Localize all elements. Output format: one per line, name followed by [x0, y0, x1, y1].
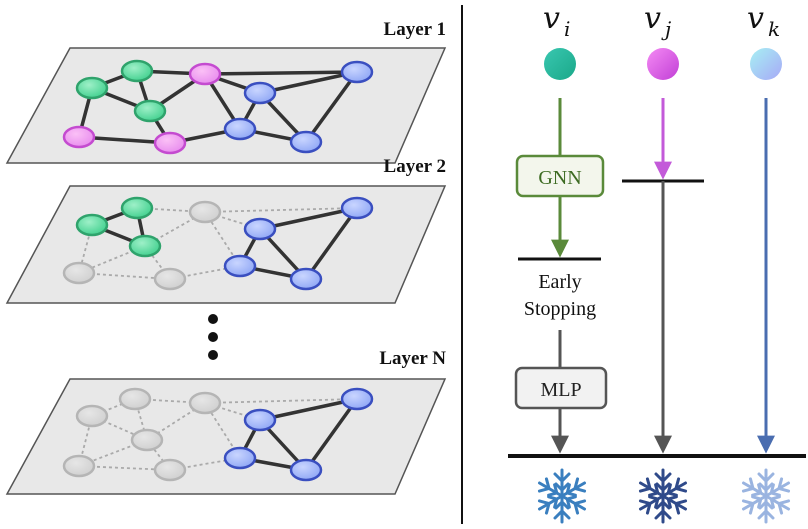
layer-n-nodes	[62, 387, 374, 482]
early-stopping-line2: Stopping	[524, 298, 596, 320]
label-v-k: v k	[747, 1, 780, 41]
node-v-j-ball	[647, 48, 679, 80]
svg-text:j: j	[661, 17, 671, 41]
node-v-i-ball	[544, 48, 576, 80]
mlp-label: MLP	[540, 379, 581, 401]
layer-1-label: Layer 1	[384, 19, 446, 40]
layer-n-label: Layer N	[379, 348, 446, 369]
svg-text:v: v	[543, 1, 560, 36]
label-v-i: v i	[543, 1, 570, 41]
layer-2-nodes	[62, 196, 374, 291]
label-v-j: v j	[644, 1, 671, 41]
ellipsis-dots	[208, 314, 218, 360]
svg-text:v: v	[747, 1, 764, 36]
early-stopping-line1: Early	[538, 271, 581, 293]
svg-text:k: k	[768, 17, 780, 41]
layer-n-plane	[5, 378, 447, 495]
graph-layer-1	[5, 47, 447, 164]
svg-text:i: i	[564, 17, 570, 41]
layer-2-label: Layer 2	[384, 156, 446, 177]
gnn-label: GNN	[538, 167, 581, 189]
svg-text:v: v	[644, 1, 661, 36]
snowflake-icon-v-j	[640, 470, 685, 522]
snowflake-icon-v-i	[539, 470, 584, 522]
layer-1-nodes	[62, 59, 374, 155]
graph-layer-2	[5, 185, 447, 304]
graph-layer-n	[5, 378, 447, 495]
snowflake-icon-v-k	[743, 470, 788, 522]
node-v-k-ball	[750, 48, 782, 80]
